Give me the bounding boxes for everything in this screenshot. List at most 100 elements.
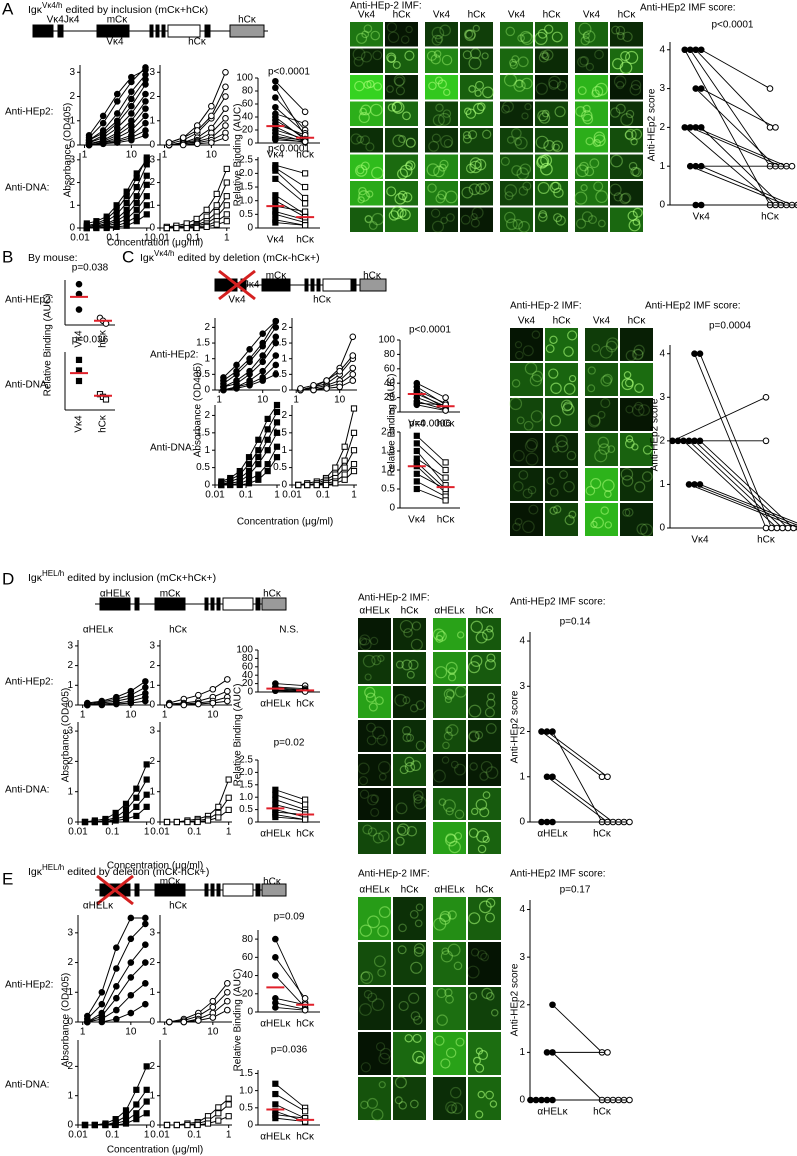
imf-cell (464, 107, 472, 115)
imf-column-label: hCκ (401, 885, 420, 896)
imf-cell (625, 405, 634, 414)
x-tick-label: 1 (162, 150, 168, 161)
imf-column-label: Vκ4 (358, 10, 376, 21)
data-point (413, 432, 420, 439)
imf-image (610, 22, 643, 47)
imf-image (585, 328, 618, 361)
x-tick-label: 1 (144, 827, 150, 838)
imf-image (385, 128, 418, 153)
y-tick-label: 0 (67, 700, 73, 711)
y-axis-label: Relative Binding (AUC) (233, 104, 244, 207)
data-point (302, 796, 309, 803)
data-point (75, 306, 83, 313)
data-point (413, 440, 420, 447)
x-tick-label: 1 (226, 1130, 232, 1141)
y-tick-label: 1 (659, 161, 665, 172)
column-label: αHELκ (83, 901, 114, 912)
imf-cell (634, 481, 646, 493)
y-tick-label: 2 (69, 91, 75, 102)
imf-cell (554, 106, 566, 118)
imf-cell (448, 667, 456, 676)
data-point (543, 1049, 551, 1056)
imf-cell (475, 1063, 485, 1073)
imf-cell (430, 208, 441, 218)
panel-label: C (122, 247, 134, 266)
y-tick-label: 80 (384, 349, 396, 360)
imf-cell (413, 946, 424, 957)
imf-image (433, 1077, 466, 1120)
imf-cell (438, 798, 447, 806)
imf-cell (548, 368, 559, 379)
data-point (99, 112, 107, 120)
imf-image (468, 822, 501, 854)
y-tick-label: 0 (67, 817, 73, 828)
data-point (549, 728, 556, 735)
imf-cell (398, 923, 407, 933)
imf-cell (434, 34, 444, 44)
data-point (685, 437, 693, 445)
imf-cell (469, 762, 478, 771)
category-label: αHELκ (537, 1107, 568, 1118)
data-point (128, 110, 135, 117)
gene-segment (155, 24, 160, 38)
imf-cell (522, 520, 535, 534)
imf-cell (447, 943, 461, 957)
data-point (272, 371, 280, 378)
imf-cell (405, 25, 413, 34)
imf-image (535, 128, 568, 153)
data-point (273, 454, 281, 461)
imf-cell (511, 128, 522, 139)
data-point (133, 803, 140, 810)
imf-cell (482, 86, 494, 99)
data-point (272, 1004, 279, 1011)
pair-line (275, 164, 306, 174)
imf-cell (363, 24, 373, 34)
imf-cell (487, 692, 495, 701)
imf-cell (367, 794, 379, 806)
category-label: hCκ (761, 212, 780, 223)
imf-image (535, 101, 568, 126)
y-tick-label: 0 (69, 223, 75, 234)
category-label: hCκ (296, 829, 315, 840)
data-point (264, 467, 271, 475)
panel-label: D (2, 569, 14, 588)
imf-cell (589, 415, 601, 427)
imf-cell (632, 349, 644, 360)
imf-cell (606, 337, 620, 351)
imf-cell (445, 1047, 457, 1059)
imf-image (433, 897, 466, 940)
imf-cell (413, 1015, 423, 1025)
imf-cell (630, 138, 638, 146)
data-point (264, 461, 271, 468)
imf-cell (486, 653, 496, 663)
y-axis-label: Relative Binding (AUC) (233, 969, 244, 1072)
imf-image (393, 822, 426, 854)
imf-cell (468, 85, 476, 93)
imf-cell (543, 139, 555, 152)
data-point (142, 959, 149, 966)
y-tick-label: 60 (242, 952, 254, 963)
imf-image (500, 75, 533, 100)
imf-cell (360, 1062, 371, 1073)
imf-cell (591, 89, 600, 98)
imf-image (433, 754, 466, 786)
imf-cell (484, 659, 496, 671)
imf-cell (615, 80, 625, 90)
data-point (165, 139, 173, 146)
imf-cell (485, 1090, 494, 1100)
y-tick-label: 1.5 (381, 446, 395, 457)
imf-cell (524, 362, 538, 375)
imf-cell (620, 468, 634, 481)
imf-cell (394, 1096, 403, 1105)
imf-cell (597, 219, 606, 228)
row-label: Anti-HEp2: (150, 350, 198, 361)
imf-cell (378, 830, 390, 842)
y-tick-label: 3 (67, 726, 73, 737)
imf-cell (632, 218, 641, 226)
imf-cell (534, 31, 548, 45)
data-point (84, 1018, 91, 1026)
imf-cell (372, 50, 383, 61)
pair-line (416, 400, 446, 411)
imf-cell (479, 182, 491, 193)
imf-cell (567, 330, 578, 341)
